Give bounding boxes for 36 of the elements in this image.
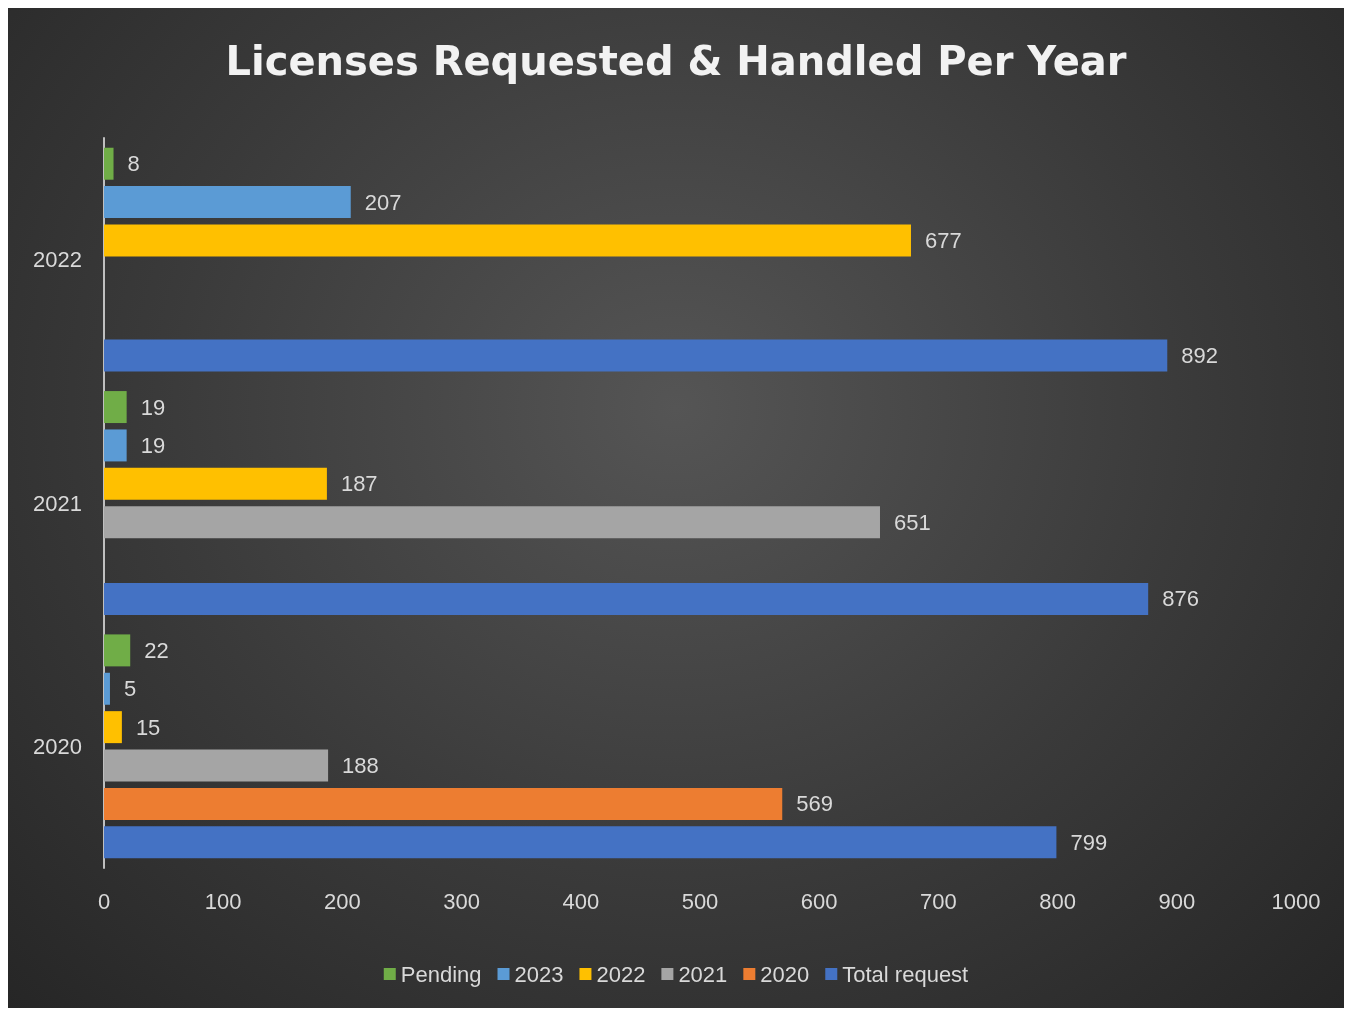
x-tick-label: 800	[1039, 888, 1076, 914]
x-tick-label: 600	[800, 888, 838, 914]
data-label: 187	[340, 471, 378, 497]
x-tick-label: 1000	[1271, 888, 1321, 914]
data-label: 5	[123, 676, 137, 702]
data-label: 651	[893, 509, 931, 535]
data-label: 677	[924, 227, 962, 253]
data-label: 22	[144, 637, 169, 663]
data-label: 15	[135, 714, 161, 740]
data-label: 19	[140, 394, 166, 420]
x-tick-label: 400	[562, 888, 600, 914]
legend-label: Total request	[842, 961, 969, 987]
chart-title: Licenses Requested & Handled Per Year	[225, 38, 1127, 84]
data-label: 569	[796, 791, 833, 817]
data-label: 8	[127, 151, 140, 177]
data-label: 207	[364, 189, 402, 215]
data-label: 876	[1162, 586, 1199, 612]
y-tick-label: 2022	[33, 247, 82, 273]
data-label: 799	[1070, 829, 1108, 855]
x-tick-label: 900	[1158, 888, 1196, 914]
x-tick-label: 0	[97, 888, 111, 914]
data-label: 892	[1181, 343, 1218, 369]
legend-label: 2020	[760, 961, 810, 987]
legend-label: 2023	[514, 961, 564, 987]
y-tick-label: 2020	[33, 733, 82, 759]
x-tick-label: 700	[920, 888, 957, 914]
data-label: 188	[342, 753, 379, 779]
x-tick-label: 200	[324, 888, 361, 914]
x-tick-label: 500	[681, 888, 719, 914]
legend-label: 2022	[596, 961, 646, 987]
x-tick-label: 300	[443, 888, 480, 914]
legend-label: Pending	[400, 961, 482, 987]
data-label: 19	[140, 432, 166, 458]
y-tick-label: 2021	[33, 490, 82, 516]
legend-label: 2021	[678, 961, 728, 987]
x-tick-label: 100	[204, 888, 242, 914]
